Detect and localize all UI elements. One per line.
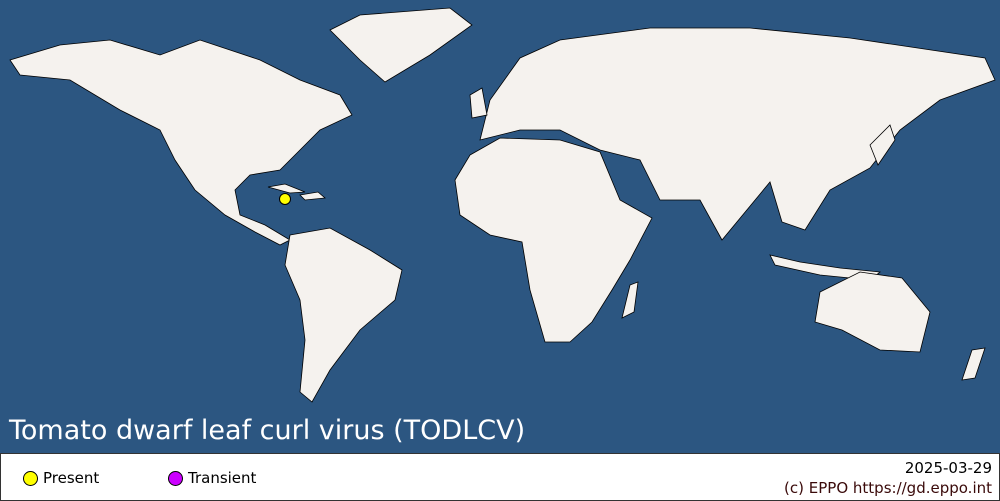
map-svg xyxy=(9,7,996,403)
legend-present-label: Present xyxy=(43,469,100,487)
transient-dot-icon xyxy=(168,470,183,486)
japan xyxy=(869,124,896,166)
south-america xyxy=(284,227,403,403)
eurasia xyxy=(479,27,996,241)
new-zealand xyxy=(961,347,986,381)
hispaniola xyxy=(299,191,326,201)
legend-present: Present xyxy=(23,469,99,487)
greenland xyxy=(329,7,473,83)
cuba xyxy=(267,183,306,194)
map-date: 2025-03-29 xyxy=(904,459,992,477)
madagascar xyxy=(621,281,639,319)
present-marker-jamaica[interactable] xyxy=(279,193,291,205)
australia xyxy=(814,271,931,353)
credit: (c) EPPO https://gd.eppo.int xyxy=(784,479,992,497)
north-america xyxy=(9,39,353,246)
africa xyxy=(454,137,653,343)
map-title: Tomato dwarf leaf curl virus (TODLCV) xyxy=(9,415,526,446)
uk xyxy=(469,87,488,119)
legend-transient-label: Transient xyxy=(188,469,257,487)
present-dot-icon xyxy=(23,470,38,486)
legend: Present Transient 2025-03-29 (c) EPPO ht… xyxy=(0,453,1000,501)
world-map: Tomato dwarf leaf curl virus (TODLCV) xyxy=(0,0,1000,453)
legend-transient: Transient xyxy=(168,469,256,487)
